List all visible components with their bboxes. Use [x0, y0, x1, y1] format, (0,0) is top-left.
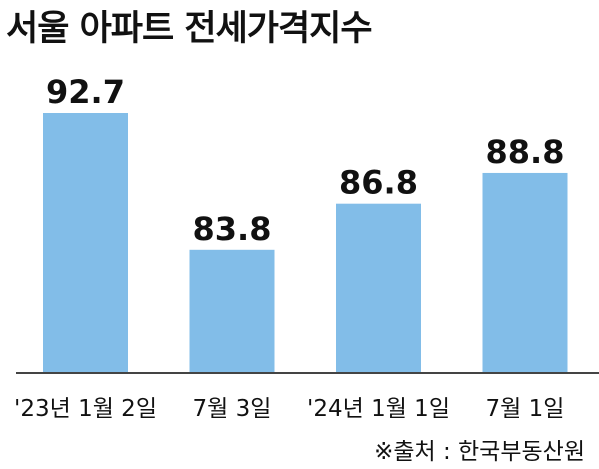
x-tick-label-2: 7월 3일	[193, 396, 272, 422]
bar-3	[336, 203, 421, 372]
bar-1	[43, 113, 128, 372]
source-note: ※출처 : 한국부동산원	[374, 439, 585, 465]
bar-2	[189, 249, 275, 372]
chart-title: 서울 아파트 전세가격지수	[6, 9, 373, 49]
x-tick-label-3: '24년 1월 1일	[307, 396, 450, 422]
value-label-2: 83.8	[193, 210, 272, 248]
labels-layer: 92.7 '23년 1월 2일 83.8 7월 3일 86.8 '24년 1월 1일 88.…	[14, 73, 564, 422]
bar-4	[482, 172, 568, 372]
value-label-4: 88.8	[486, 133, 565, 171]
x-tick-label-4: 7월 1일	[486, 396, 565, 422]
x-tick-label-1: '23년 1월 2일	[14, 396, 157, 422]
value-label-1: 92.7	[46, 73, 125, 111]
value-label-3: 86.8	[339, 164, 418, 202]
bars-layer	[43, 113, 568, 372]
